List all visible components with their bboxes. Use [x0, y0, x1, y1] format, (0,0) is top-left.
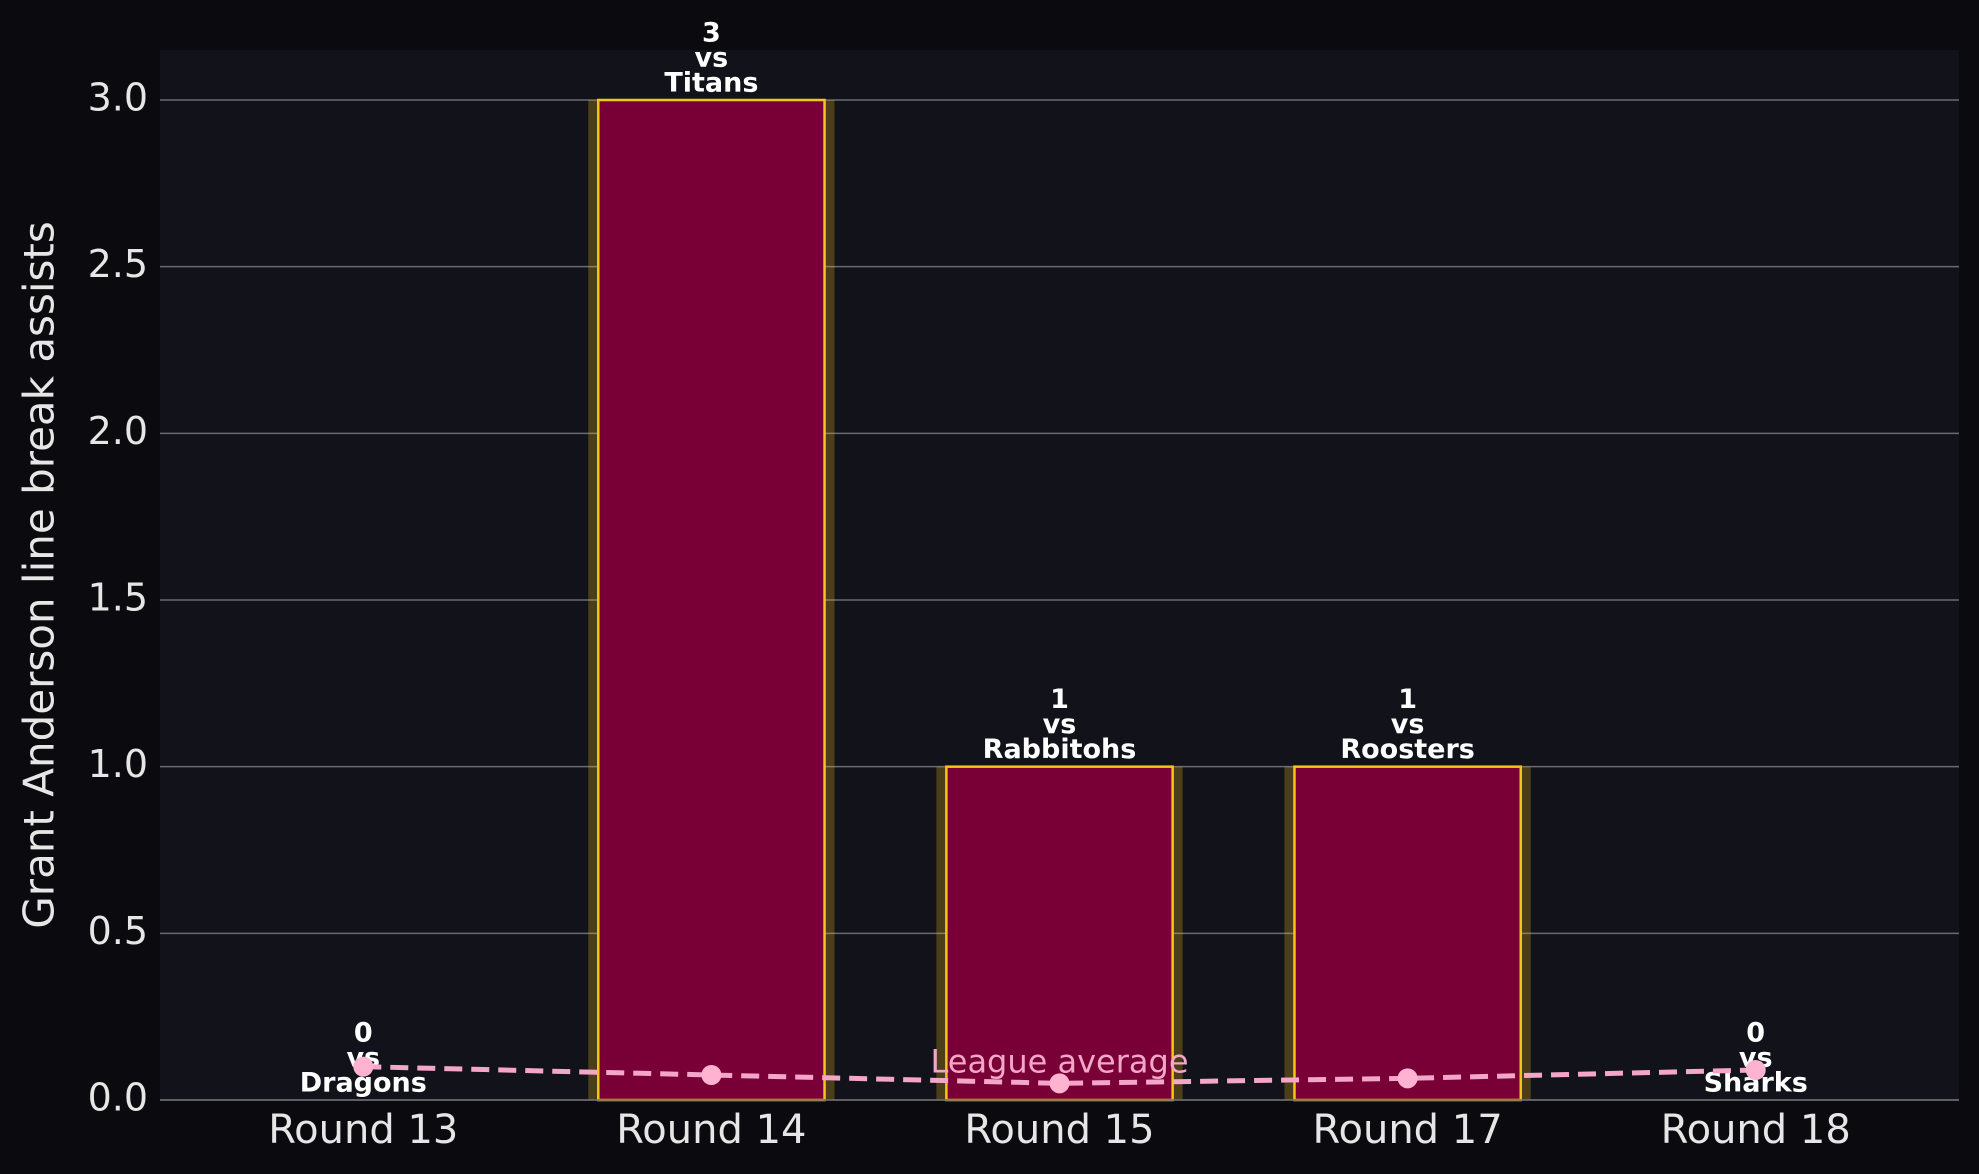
line-marker [353, 1056, 374, 1077]
data-label: 1 [1050, 684, 1069, 715]
data-label-connector: vs [695, 43, 729, 74]
data-label: 1 [1398, 684, 1417, 715]
y-tick-label: 0.0 [88, 1076, 148, 1120]
x-tick-label: Round 15 [964, 1107, 1154, 1153]
x-tick-label: Round 17 [1313, 1107, 1503, 1153]
y-tick-label: 1.0 [88, 742, 148, 786]
line-marker [701, 1065, 722, 1085]
data-label-connector: vs [1043, 709, 1077, 740]
x-tick-label: Round 13 [268, 1107, 458, 1153]
data-label-connector: vs [1391, 709, 1425, 740]
line-marker [1049, 1073, 1070, 1094]
data-label-opponent: Roosters [1340, 734, 1475, 765]
y-tick-label: 1.5 [88, 576, 148, 620]
y-axis-label: Grant Anderson line break assists [15, 221, 64, 928]
data-label-opponent: Titans [664, 68, 758, 99]
bar [597, 98, 826, 1102]
x-tick-label: Round 14 [616, 1107, 806, 1153]
y-tick-label: 2.0 [88, 409, 148, 453]
data-label-opponent: Rabbitohs [983, 734, 1137, 765]
series-label: League average [930, 1042, 1188, 1080]
line [363, 1064, 1756, 1086]
line-marker [1745, 1060, 1766, 1080]
x-tick-label: Round 18 [1661, 1107, 1851, 1153]
line-marker [1397, 1068, 1418, 1089]
data-label: 0 [1746, 1018, 1765, 1049]
y-tick-label: 3.0 [88, 76, 148, 120]
bar [1293, 765, 1522, 1102]
bar [945, 765, 1174, 1102]
y-tick-label: 2.5 [88, 242, 148, 286]
y-tick-label: 0.5 [88, 909, 148, 953]
data-label: 0 [354, 1018, 373, 1049]
data-label: 3 [702, 18, 721, 49]
